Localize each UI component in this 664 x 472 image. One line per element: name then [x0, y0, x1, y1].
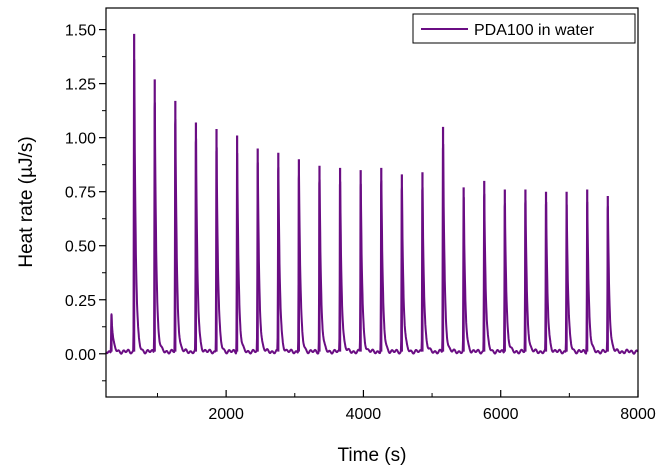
- x-tick-label: 6000: [483, 406, 519, 423]
- x-axis: 2000 4000 6000 8000: [156, 390, 656, 423]
- y-tick-label: 0.25: [65, 293, 96, 310]
- y-axis-label: Heat rate (µJ/s): [16, 136, 37, 267]
- series-group: [105, 33, 639, 355]
- y-tick-label: 0.75: [65, 185, 96, 202]
- x-tick-label: 4000: [346, 406, 382, 423]
- y-tick-label: 1.25: [65, 77, 96, 94]
- y-tick-label: 0.00: [65, 347, 96, 364]
- series-line: [105, 58, 639, 355]
- x-tick-label: 8000: [620, 406, 656, 423]
- y-tick-label: 1.50: [65, 23, 96, 40]
- legend-label: PDA100 in water: [474, 22, 595, 39]
- x-axis-label: Time (s): [338, 445, 407, 466]
- legend: PDA100 in water: [412, 13, 636, 44]
- x-tick-label: 2000: [208, 406, 244, 423]
- y-tick-label: 1.00: [65, 131, 96, 148]
- plot-frame: [105, 7, 639, 398]
- y-tick-label: 0.50: [65, 239, 96, 256]
- y-axis: 0.00 0.25 0.50 0.75 1.00 1.25 1.50: [65, 23, 106, 382]
